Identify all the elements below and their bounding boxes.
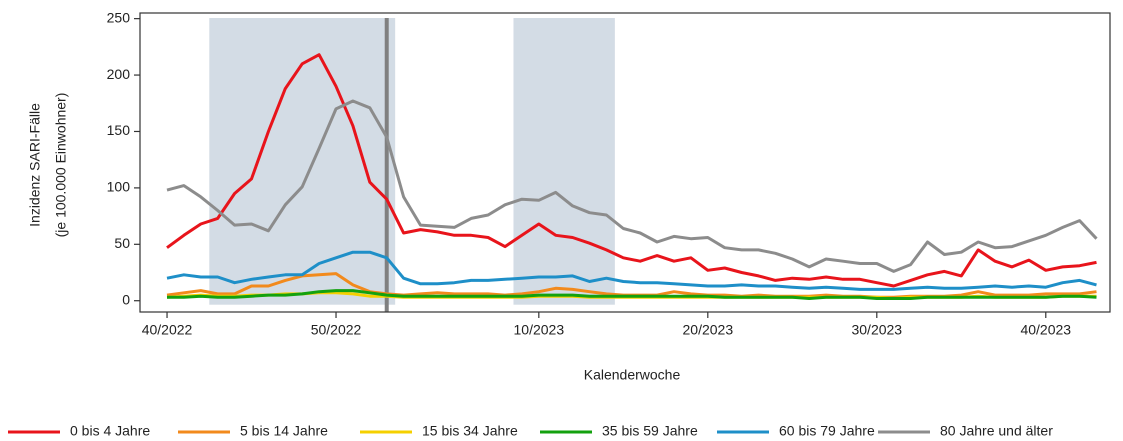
x-tick-label: 40/2022 <box>142 322 193 338</box>
legend-label: 35 bis 59 Jahre <box>602 423 698 439</box>
legend-label: 15 bis 34 Jahre <box>422 423 518 439</box>
x-tick-label: 20/2023 <box>683 322 734 338</box>
y-axis-label: (je 100.000 Einwohner) <box>53 93 69 238</box>
y-tick-label: 250 <box>107 9 131 25</box>
x-tick-label: 50/2022 <box>311 322 362 338</box>
series-line <box>166 53 1097 288</box>
x-tick-label: 10/2023 <box>514 322 565 338</box>
series-line <box>167 289 1097 300</box>
y-tick-label: 50 <box>114 235 130 251</box>
y-tick-label: 150 <box>107 122 131 138</box>
shaded-period <box>513 18 615 305</box>
legend-label: 80 Jahre und älter <box>940 423 1053 439</box>
y-tick-label: 200 <box>107 66 131 82</box>
shaded-period <box>209 18 396 305</box>
y-tick-label: 100 <box>107 179 131 195</box>
x-tick-label: 40/2023 <box>1020 322 1071 338</box>
legend-label: 60 bis 79 Jahre <box>779 423 875 439</box>
legend-label: 5 bis 14 Jahre <box>240 423 328 439</box>
y-tick-label: 0 <box>122 291 130 307</box>
plot-frame <box>139 12 1111 313</box>
x-tick-label: 30/2023 <box>851 322 902 338</box>
x-axis-label: Kalenderwoche <box>584 367 681 383</box>
legend-label: 0 bis 4 Jahre <box>70 423 150 439</box>
series-line <box>166 99 1098 273</box>
series-line <box>166 250 1097 291</box>
y-axis-label: Inzidenz SARI-Fälle <box>27 103 43 227</box>
